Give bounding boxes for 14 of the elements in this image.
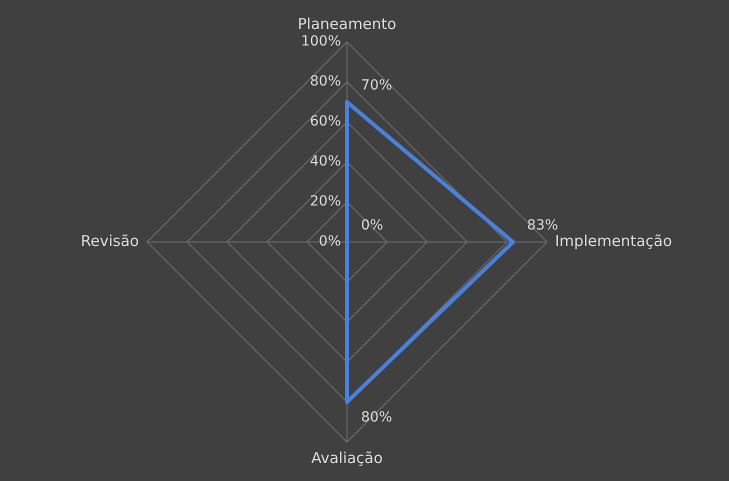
y-tick-label: 100%	[300, 34, 341, 50]
data-label: 0%	[361, 218, 384, 234]
data-label: 80%	[361, 410, 392, 426]
y-tick-label: 40%	[310, 154, 341, 170]
y-tick-label: 0%	[318, 234, 341, 250]
data-label: 70%	[361, 78, 392, 94]
data-label: 83%	[527, 218, 558, 234]
spoke-label: Planeamento	[298, 14, 396, 33]
y-tick-label: 60%	[310, 114, 341, 130]
y-tick-label: 20%	[310, 194, 341, 210]
spoke-label: Avaliação	[311, 448, 383, 467]
y-tick-label: 80%	[310, 74, 341, 90]
spoke-label: Revisão	[80, 232, 139, 250]
spoke-label: Implementação	[555, 232, 672, 250]
